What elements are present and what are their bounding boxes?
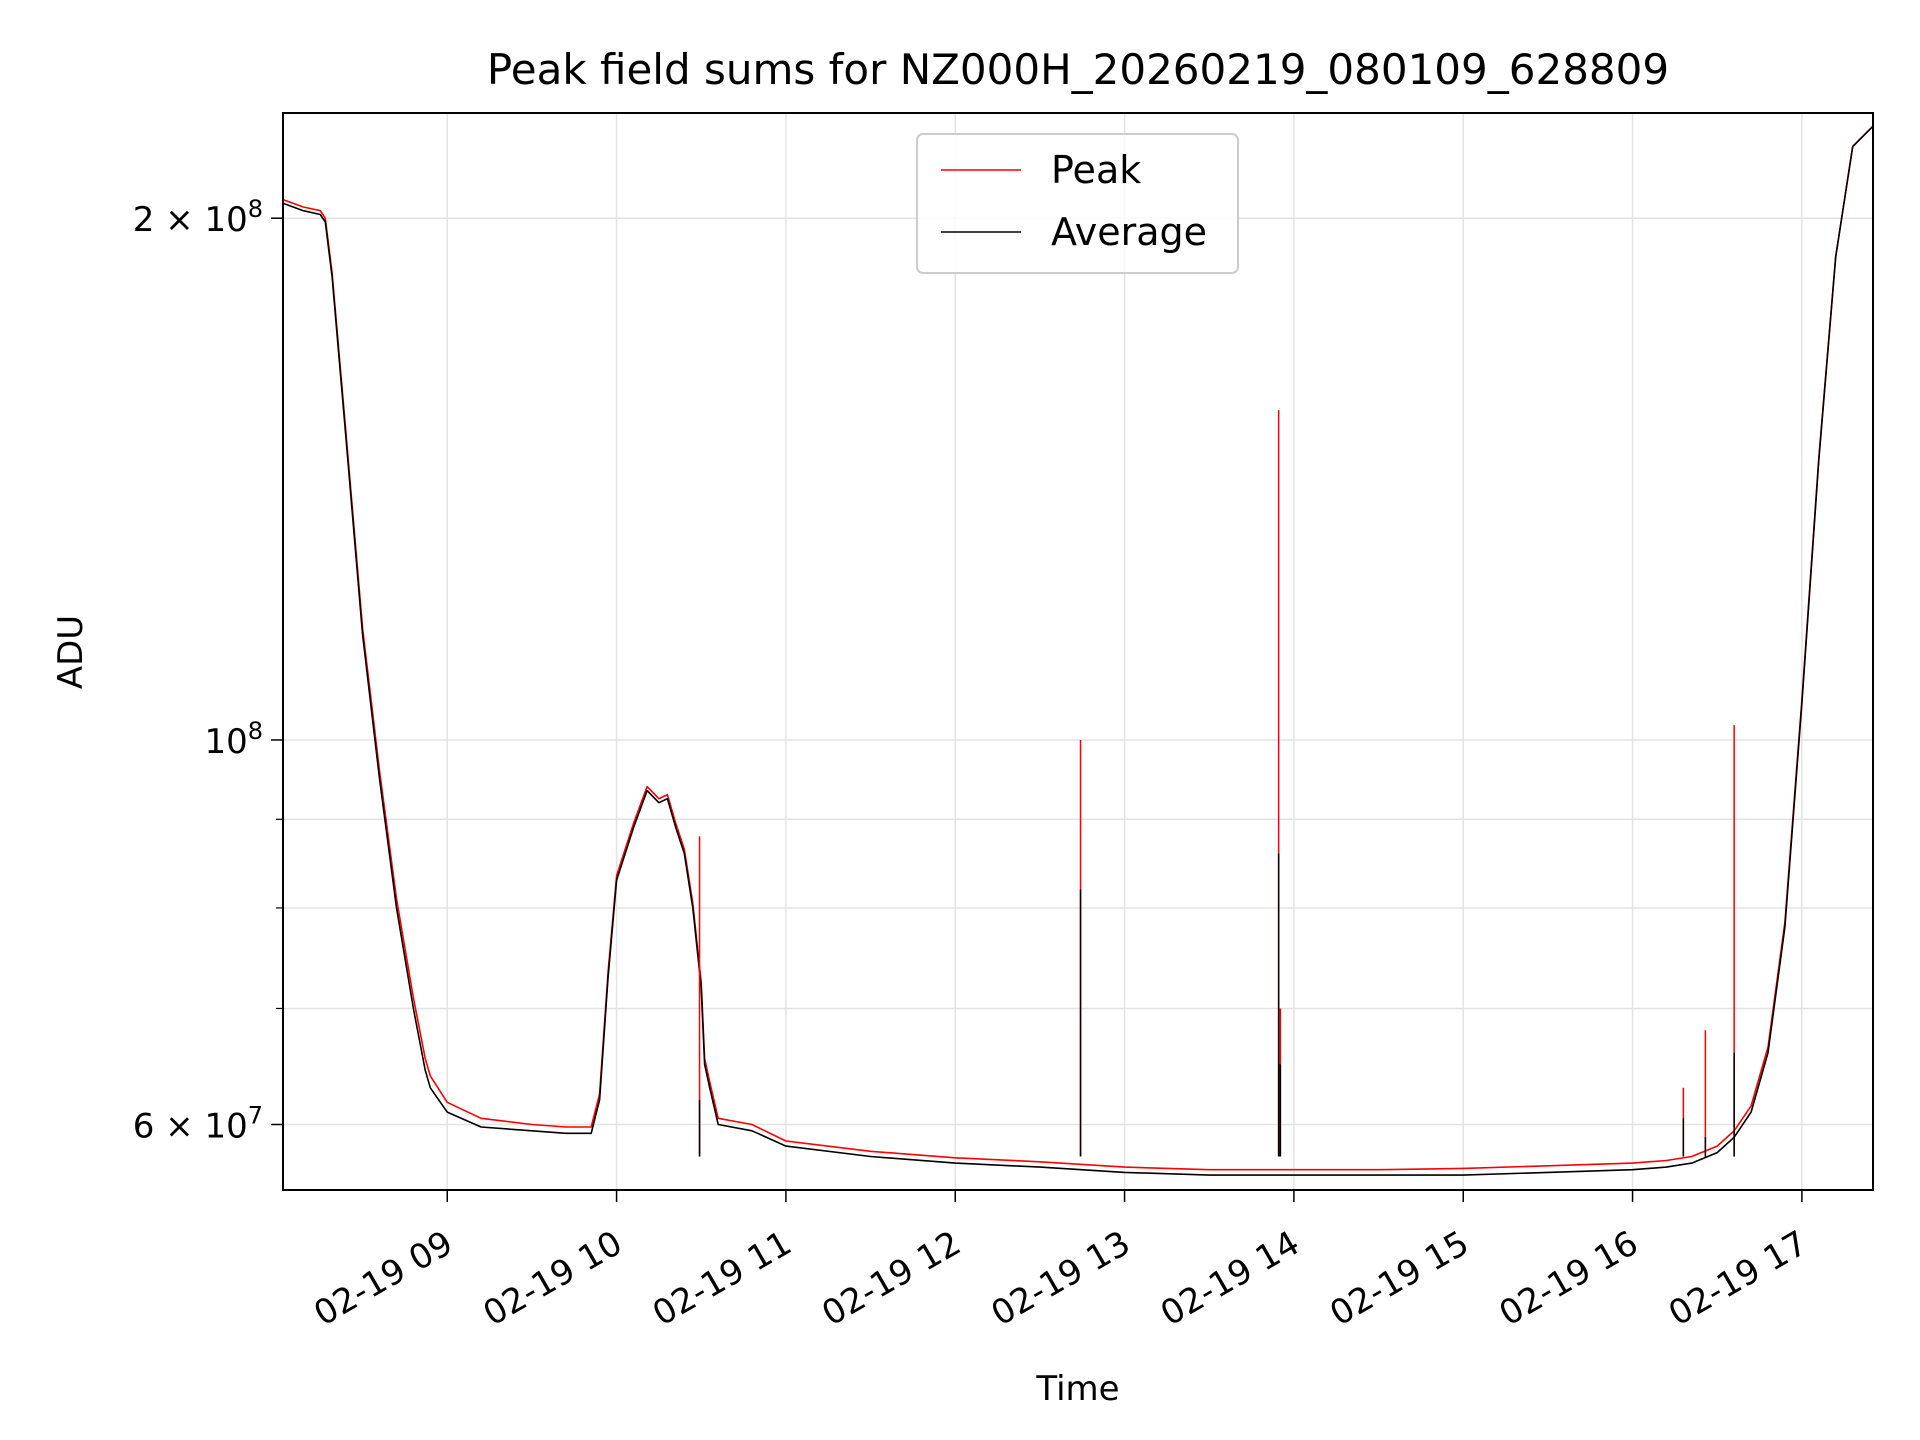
y-tick-label: 2 × 108 xyxy=(133,195,263,240)
y-tick-label: 6 × 107 xyxy=(133,1102,263,1147)
y-axis: 6 × 107 108 2 × 108 xyxy=(133,195,283,1147)
series-layer xyxy=(282,125,1874,1176)
x-axis-label: Time xyxy=(1035,1369,1119,1409)
legend-box xyxy=(916,133,1239,274)
y-axis-label: ADU xyxy=(51,615,91,689)
series-line-average xyxy=(282,125,1874,1176)
plot-frame xyxy=(282,112,1874,1191)
grid xyxy=(283,113,1873,1190)
chart-title: Peak field sums for NZ000H_20260219_0801… xyxy=(487,45,1669,94)
legend-peak-label: Peak xyxy=(1051,148,1141,192)
legend: Peak Average xyxy=(916,133,1239,274)
y-tick-label: 108 xyxy=(204,717,263,762)
legend-average-label: Average xyxy=(1051,210,1207,254)
